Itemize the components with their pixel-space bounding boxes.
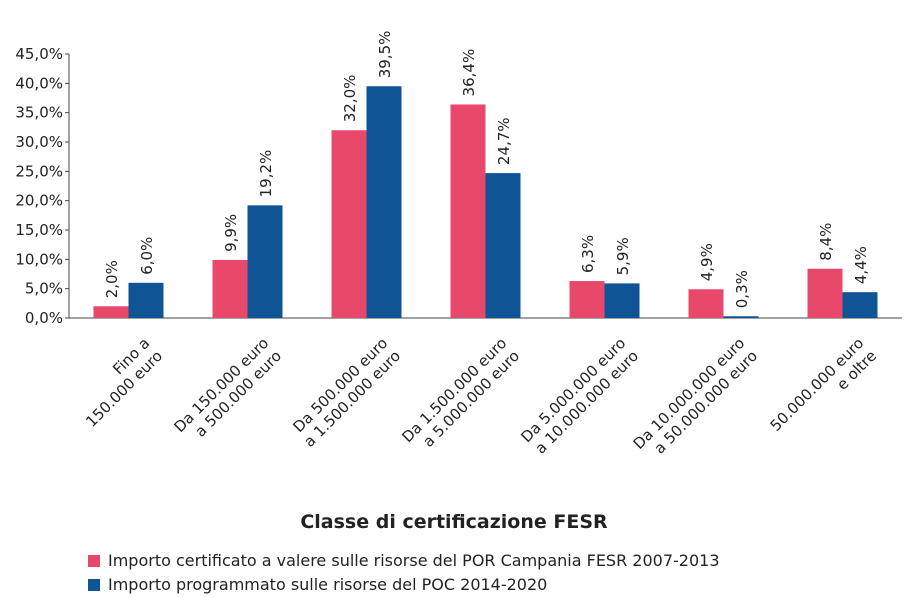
y-tick-label: 30,0% [15, 133, 63, 151]
bar [366, 86, 402, 319]
y-tick-label: 5,0% [25, 280, 63, 298]
value-label: 5,9% [614, 237, 632, 275]
y-tick-label: 15,0% [15, 221, 63, 239]
x-tick-label: Fino a150.000 euro [70, 334, 167, 431]
legend-swatch [88, 555, 100, 567]
bar [485, 173, 521, 318]
value-label: 4,4% [852, 246, 870, 284]
bar [723, 316, 759, 318]
value-label: 24,7% [495, 117, 513, 165]
y-tick-label: 25,0% [15, 162, 63, 180]
x-tick-label: 50.000.000 euroe oltre [767, 334, 880, 447]
value-label: 0,3% [733, 270, 751, 308]
value-label: 6,3% [579, 235, 597, 273]
value-label: 4,9% [698, 243, 716, 281]
value-label: 8,4% [817, 223, 835, 261]
x-tick-label: Da 1.500.000 euroa 5.000.000 euro [398, 334, 523, 459]
x-axis-title: Classe di certificazione FESR [300, 511, 608, 533]
y-tick-label: 10,0% [15, 250, 63, 268]
y-tick-label: 20,0% [15, 192, 63, 210]
bar [450, 104, 486, 318]
y-tick-label: 45,0% [15, 45, 63, 63]
y-tick-label: 35,0% [15, 104, 63, 122]
legend-swatch [88, 579, 100, 591]
y-tick-label: 0,0% [25, 309, 63, 327]
y-tick-label: 40,0% [15, 74, 63, 92]
value-label: 32,0% [341, 75, 359, 123]
bar [604, 283, 640, 318]
x-tick-label: Da 500.000 euroa 1.500.000 euro [288, 334, 405, 451]
bar [212, 259, 248, 318]
legend-label: Importo certificato a valere sulle risor… [108, 551, 720, 570]
value-label: 39,5% [376, 31, 394, 79]
bar [128, 282, 164, 318]
value-label: 9,9% [222, 214, 240, 252]
bar [331, 130, 367, 318]
bar [569, 281, 605, 318]
bar [688, 289, 724, 318]
value-label: 6,0% [138, 237, 156, 275]
legend-label: Importo programmato sulle risorse del PO… [108, 575, 547, 594]
bar [807, 268, 843, 318]
value-label: 2,0% [103, 260, 121, 298]
bar [93, 306, 129, 318]
x-tick-label: Da 5.000.000 euroa 10.000.000 euro [517, 334, 642, 459]
x-tick-label: Da 150.000 euroa 500.000 euro [170, 334, 285, 449]
x-tick-label: Da 10.000.000 euroa 50.000.000 euro [630, 334, 761, 465]
value-label: 19,2% [257, 150, 275, 198]
bar [842, 292, 878, 318]
bar [247, 205, 283, 318]
value-label: 36,4% [460, 49, 478, 97]
